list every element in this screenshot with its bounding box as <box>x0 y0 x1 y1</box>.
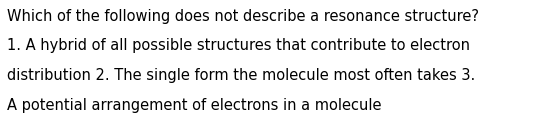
Text: distribution 2. The single form the molecule most often takes 3.: distribution 2. The single form the mole… <box>7 68 475 83</box>
Text: Which of the following does not describe a resonance structure?: Which of the following does not describe… <box>7 9 479 24</box>
Text: A potential arrangement of electrons in a molecule: A potential arrangement of electrons in … <box>7 98 381 113</box>
Text: 1. A hybrid of all possible structures that contribute to electron: 1. A hybrid of all possible structures t… <box>7 38 470 53</box>
